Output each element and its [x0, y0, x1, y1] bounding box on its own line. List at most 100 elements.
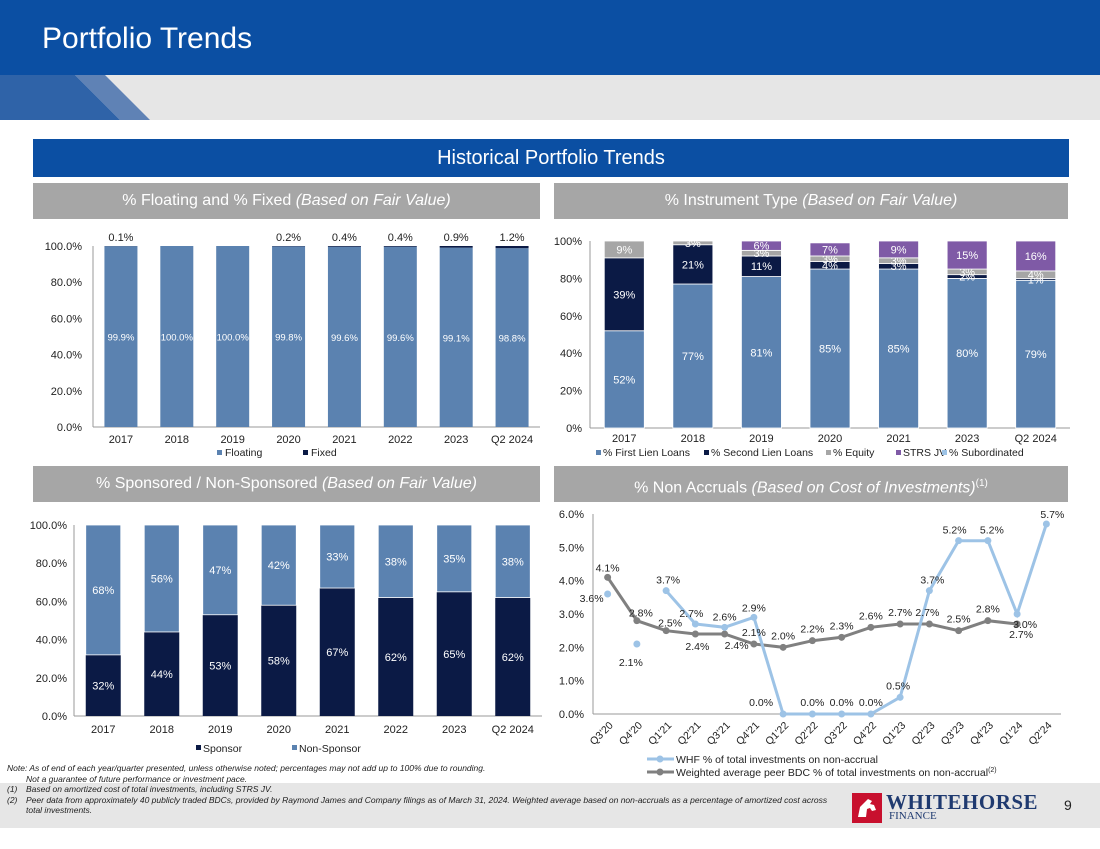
instrument-title-subtitle: (Based on Fair Value)	[802, 192, 958, 209]
footnote-2-marker: (2)	[7, 794, 18, 805]
peer-data-label: 2.2%	[800, 624, 824, 636]
x-tick-label: 2017	[91, 724, 115, 736]
first-lien-segment	[741, 276, 782, 429]
fixed-data-label: 0.2%	[276, 232, 301, 244]
floating-data-label: 99.9%	[107, 333, 134, 344]
whf-point	[984, 537, 992, 545]
non-sponsor-bar	[202, 524, 239, 616]
legend-label: % Equity	[833, 447, 875, 459]
y-tick-label: 80.0%	[36, 558, 67, 570]
nonaccrual-title-text: % Non Accruals	[634, 479, 752, 497]
segment-data-label: 4%	[822, 260, 838, 272]
first-lien-segment	[878, 268, 919, 429]
floating-data-label: 100.0%	[217, 333, 250, 344]
peer-line	[606, 576, 1018, 649]
x-tick-label: Q4'20	[617, 720, 645, 748]
peer-point	[838, 633, 846, 641]
x-tick-label: Q2 2024	[491, 434, 533, 446]
sponsor-bar	[261, 605, 297, 716]
floating-data-label: 99.1%	[443, 333, 470, 344]
footnote-2: (2) Peer data from approximately 40 publ…	[7, 795, 832, 816]
floating-title-subtitle: (Based on Fair Value)	[295, 192, 451, 209]
fixed-data-label: 0.4%	[388, 232, 413, 244]
whf-point	[808, 710, 816, 718]
legend-marker	[656, 755, 664, 763]
non-sponsor-bar	[319, 524, 356, 589]
x-tick-label: Q1'23	[880, 720, 908, 748]
x-tick-label: Q3'20	[588, 720, 616, 748]
footnote-general-cont: Not a guarantee of future performance or…	[7, 774, 647, 785]
peer-point	[867, 623, 875, 631]
instrument-title-text: % Instrument Type	[664, 192, 803, 209]
footnote-general-text: Note: As of end of each year/quarter pre…	[7, 763, 486, 773]
x-tick-label: Q2'22	[792, 720, 820, 748]
y-tick-label: 6.0%	[559, 509, 584, 521]
sponsor-data-label: 67%	[326, 647, 348, 659]
logo-name: WHITEHORSE	[886, 790, 1039, 814]
x-tick-label: Q4'21	[734, 720, 762, 748]
y-tick-label: 20.0%	[36, 673, 67, 685]
peer-point	[750, 640, 758, 648]
fixed-data-label: 0.4%	[332, 232, 357, 244]
whf-data-label: 2.9%	[742, 602, 766, 614]
peer-point	[779, 643, 787, 651]
x-tick-label: 2019	[208, 724, 232, 736]
page-title: Portfolio Trends	[42, 22, 253, 55]
whf-point	[1013, 610, 1021, 618]
whf-data-label: 0.0%	[800, 697, 824, 709]
sponsored-title-subtitle: (Based on Fair Value)	[321, 475, 477, 492]
segment-data-label: 85%	[888, 344, 910, 356]
whf-data-label: 0.0%	[749, 697, 773, 709]
y-tick-label: 60.0%	[36, 596, 67, 608]
sponsor-bar	[85, 654, 121, 716]
peer-data-label: 2.8%	[976, 604, 1000, 616]
non-sponsor-data-label: 35%	[443, 553, 465, 565]
instrument-type-chart: 100% 80% 60% 40% 20% 0% 52% 39% 9% 2017 77% 21% 3% 20…	[554, 236, 1070, 459]
segment-data-label: 79%	[1025, 349, 1047, 361]
floating-data-label: 100.0%	[161, 333, 194, 344]
sponsor-bar	[378, 597, 414, 716]
segment-data-label: 15%	[956, 250, 978, 262]
whf-point	[662, 587, 670, 595]
floating-bar	[160, 246, 194, 427]
sponsor-bar	[144, 631, 180, 716]
segment-data-label: 80%	[956, 348, 978, 360]
whf-data-label: 3.7%	[656, 575, 680, 587]
x-tick-label: Q4'22	[851, 720, 879, 748]
footnote-marker	[7, 774, 26, 785]
floating-bar	[327, 246, 361, 427]
segment-data-label: 3%	[891, 261, 907, 273]
non-sponsor-bar	[377, 524, 414, 598]
whf-point	[867, 710, 875, 718]
sponsor-data-label: 53%	[209, 660, 231, 672]
non-sponsor-data-label: 68%	[92, 585, 114, 597]
sponsored-title-text: % Sponsored / Non-Sponsored	[96, 475, 322, 492]
y-tick-label: 100.0%	[30, 520, 68, 532]
y-tick-label: 100%	[554, 236, 582, 248]
peer-point	[1013, 620, 1021, 628]
non-sponsor-data-label: 38%	[385, 556, 407, 568]
floating-fixed-chart: 100.0% 80.0% 60.0% 40.0% 20.0% 0.0% 99.9% 0.1% 2…	[45, 232, 540, 459]
floating-title-text: % Floating and % Fixed	[122, 192, 296, 209]
legend-label: WHF % of total investments on non-accrua…	[676, 754, 878, 766]
sponsor-bar	[436, 591, 472, 716]
floating-bar	[495, 248, 529, 427]
fixed-data-label: 1.2%	[500, 232, 525, 244]
peer-data-label: 2.4%	[725, 640, 749, 652]
non-sponsor-data-label: 42%	[268, 560, 290, 572]
horse-icon	[852, 793, 882, 823]
whf-point	[925, 587, 933, 595]
non-accruals-chart: 6.0% 5.0% 4.0% 3.0% 2.0% 1.0% 0.0% 3.6% 2.1% 3.7%…	[559, 509, 1064, 779]
segment-data-label: 6%	[753, 241, 769, 253]
fixed-data-label: 0.9%	[444, 232, 469, 244]
sponsor-data-label: 44%	[151, 669, 173, 681]
non-sponsor-data-label: 47%	[209, 565, 231, 577]
peer-point	[633, 617, 641, 625]
x-tick-label: 2020	[818, 433, 842, 445]
footnote-1-text: Based on amortized cost of total investm…	[26, 784, 273, 795]
nonaccrual-panel-title: % Non Accruals (Based on Cost of Investm…	[554, 466, 1068, 502]
peer-data-label: 2.8%	[629, 608, 653, 620]
x-tick-label: Q1'22	[763, 720, 791, 748]
y-tick-label: 0.0%	[559, 709, 584, 721]
y-tick-label: 60.0%	[51, 313, 82, 325]
